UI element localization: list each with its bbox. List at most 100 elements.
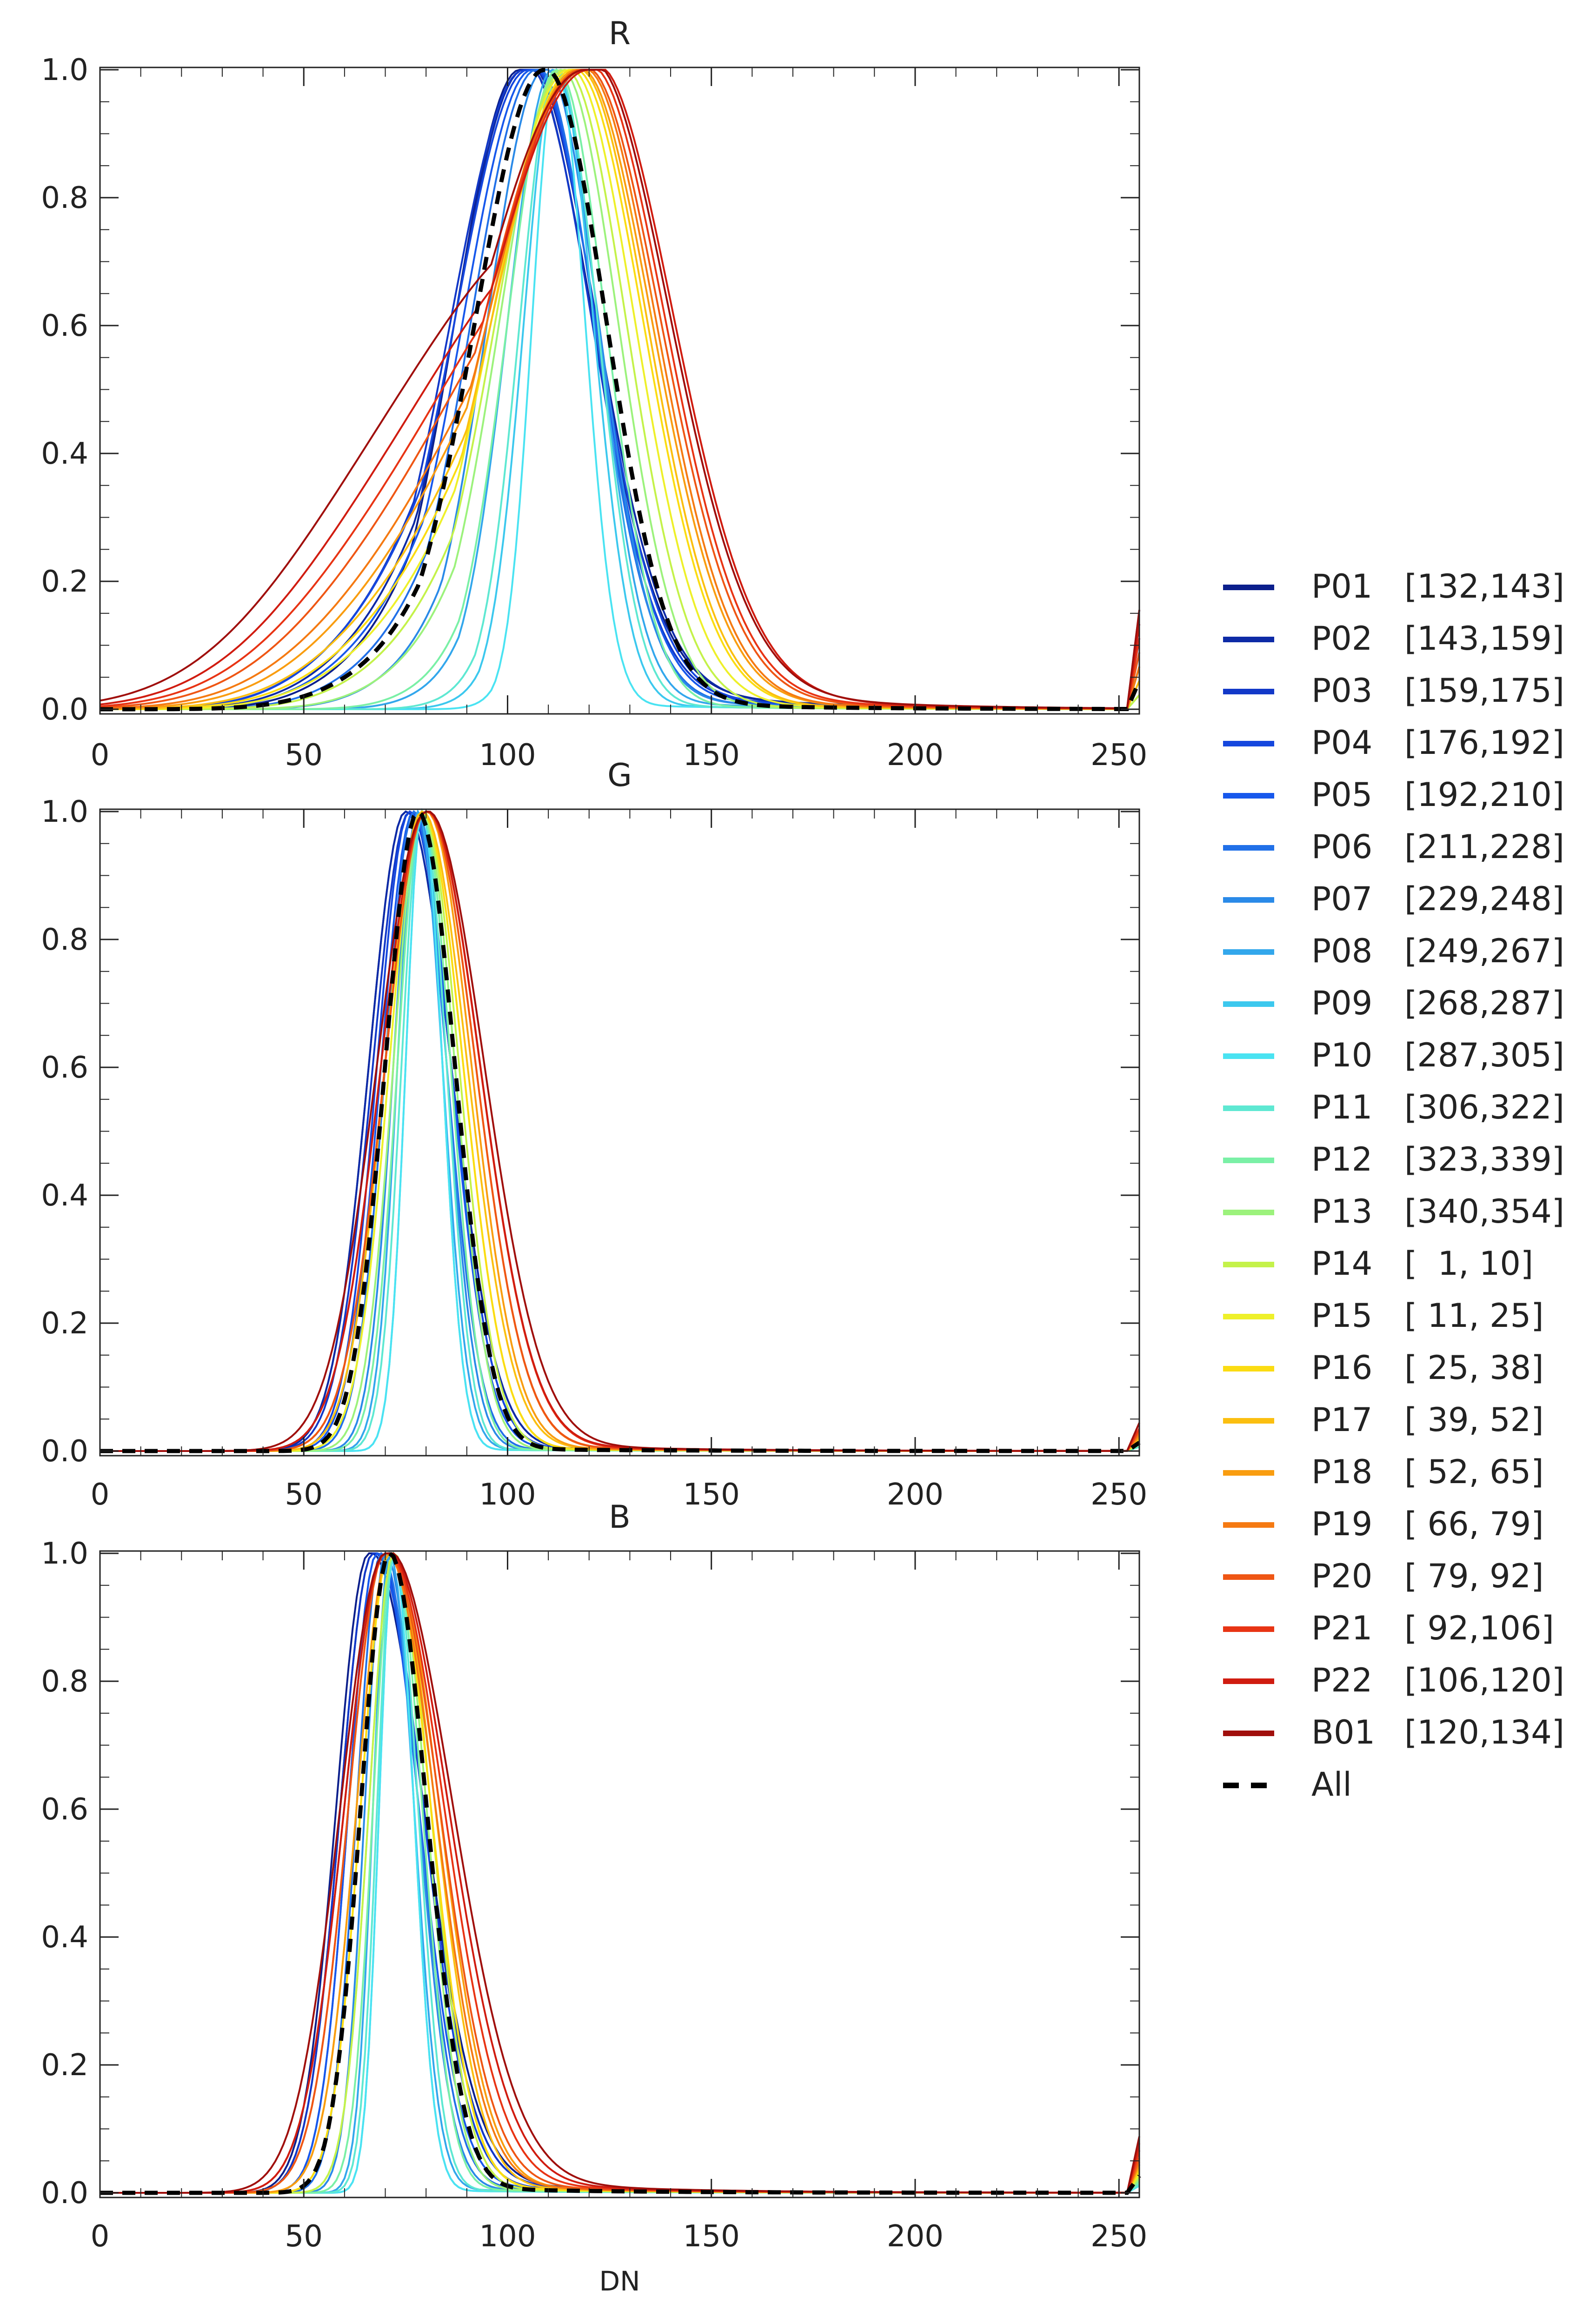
series-line-p03: [100, 69, 1140, 710]
g-panel: G 0 50 100 150 200 250 0.0 0.2 0.4 0.6 0.8 1.0: [41, 757, 1147, 1512]
series-line-p14: [100, 810, 1140, 1452]
plot-frame: [99, 67, 1140, 715]
series-line-p19: [100, 1552, 1140, 2194]
series-line-p06: [100, 1551, 1140, 2194]
series-line-p16: [100, 1552, 1140, 2194]
legend-range: [120,134]: [1404, 1713, 1564, 1751]
series-line-p04: [100, 1552, 1140, 2194]
legend-range: [106,120]: [1404, 1661, 1564, 1699]
legend-range: [ 39, 52]: [1404, 1401, 1544, 1439]
legend-label: P04: [1311, 724, 1372, 762]
series-line-p04: [100, 69, 1140, 710]
series-line-p18: [100, 69, 1140, 710]
legend-range: [143,159]: [1404, 619, 1564, 658]
x-tick-label: 100: [479, 2219, 536, 2254]
legend-range: [ 1, 10]: [1404, 1245, 1533, 1283]
y-tick-label: 0.6: [41, 309, 88, 343]
x-tick-label: 200: [887, 2219, 944, 2254]
legend-item: P14 [ 1, 10]: [1223, 1245, 1533, 1283]
x-tick-label: 50: [285, 1478, 323, 1512]
series-line-p18: [100, 1552, 1140, 2194]
series-line-p21: [100, 1552, 1140, 2194]
x-axis-title: DN: [599, 2265, 640, 2297]
legend-label: P05: [1311, 776, 1372, 814]
y-tick-label: 0.2: [41, 2048, 88, 2083]
legend-label: P21: [1311, 1609, 1372, 1647]
series-line-p09: [100, 1553, 1140, 2194]
plot-frame: [99, 1550, 1140, 2198]
legend-item: P03 [159,175]: [1223, 672, 1564, 710]
legend-range: [ 25, 38]: [1404, 1349, 1544, 1387]
legend-item: P12 [323,339]: [1223, 1140, 1564, 1178]
series-curves: [100, 808, 1141, 1453]
series-line-p02: [100, 1552, 1140, 2194]
legend-item: P16 [ 25, 38]: [1223, 1349, 1544, 1387]
series-line-p20: [100, 1552, 1140, 2194]
series-line-p01: [100, 1552, 1140, 2194]
y-tick-label: 1.0: [41, 53, 88, 87]
legend-item: P13 [340,354]: [1223, 1192, 1564, 1231]
y-tick-label: 0.2: [41, 1306, 88, 1341]
series-line-p08: [100, 68, 1140, 710]
series-line-p19: [100, 69, 1140, 710]
legend-label: P11: [1311, 1088, 1372, 1126]
legend-item: P01 [132,143]: [1223, 567, 1564, 606]
legend-range: [159,175]: [1404, 672, 1564, 710]
legend-range: [ 11, 25]: [1404, 1297, 1544, 1335]
legend-range: [340,354]: [1404, 1192, 1564, 1231]
legend-item: P18 [ 52, 65]: [1223, 1453, 1544, 1491]
legend-label: P07: [1311, 880, 1372, 918]
legend-range: [229,248]: [1404, 880, 1564, 918]
legend-label: P09: [1311, 984, 1372, 1022]
x-tick-label: 200: [887, 738, 944, 772]
b-panel: B 0 50 100 150 200 250 0.0 0.2 0.4 0.6 0.8 1.0 DN: [41, 1499, 1147, 2297]
legend-item: P08 [249,267]: [1223, 932, 1564, 970]
series-line-b01: [100, 1552, 1140, 2194]
series-line-p22: [100, 810, 1140, 1452]
y-tick-label: 0.8: [41, 923, 88, 957]
series-line-b01: [100, 69, 1140, 709]
y-tick-label: 0.0: [41, 692, 88, 727]
series-line-p15: [100, 69, 1140, 710]
y-tick-label: 0.8: [41, 1664, 88, 1699]
x-tick-label: 50: [285, 738, 323, 772]
series-line-p12: [100, 68, 1140, 710]
series-line-p05: [100, 1552, 1140, 2194]
x-tick-label: 100: [479, 1478, 536, 1512]
series-line-p10: [100, 808, 1140, 1452]
x-tick-label: 150: [683, 1478, 740, 1512]
series-line-p08: [100, 1550, 1140, 2194]
series-line-p17: [100, 1552, 1140, 2194]
series-line-p13: [100, 68, 1140, 710]
series-line-p03: [100, 810, 1140, 1452]
legend-item: B01 [120,134]: [1223, 1713, 1564, 1751]
legend-item: P07 [229,248]: [1223, 880, 1564, 918]
series-line-p05: [100, 69, 1140, 710]
y-tick-label: 1.0: [41, 795, 88, 829]
series-line-p13: [100, 810, 1140, 1452]
y-tick-label: 1.0: [41, 1537, 88, 1571]
series-line-p14: [100, 68, 1140, 710]
y-tick-label: 0.0: [41, 2176, 88, 2210]
legend-range: [287,305]: [1404, 1036, 1564, 1074]
legend-label: B01: [1311, 1713, 1375, 1751]
series-line-p09: [100, 808, 1140, 1452]
series-line-p07: [100, 69, 1140, 710]
series-line-p10: [100, 1553, 1140, 2194]
x-tick-label: 150: [683, 738, 740, 772]
legend-label: P15: [1311, 1297, 1372, 1335]
legend-item: P06 [211,228]: [1223, 828, 1564, 866]
panel-title: B: [609, 1499, 631, 1536]
series-line-p09: [100, 68, 1140, 710]
x-tick-label: 100: [479, 738, 536, 772]
series-line-p05: [100, 810, 1140, 1452]
series-line-p03: [100, 1552, 1140, 2194]
x-tick-label: 0: [91, 2219, 110, 2254]
series-line-p12: [100, 1551, 1140, 2194]
series-line-p11: [100, 68, 1140, 710]
legend-label: P10: [1311, 1036, 1372, 1074]
legend-item: P20 [ 79, 92]: [1223, 1557, 1544, 1595]
legend-range: [ 66, 79]: [1404, 1505, 1544, 1543]
legend-range: [176,192]: [1404, 724, 1564, 762]
legend-label: P08: [1311, 932, 1372, 970]
